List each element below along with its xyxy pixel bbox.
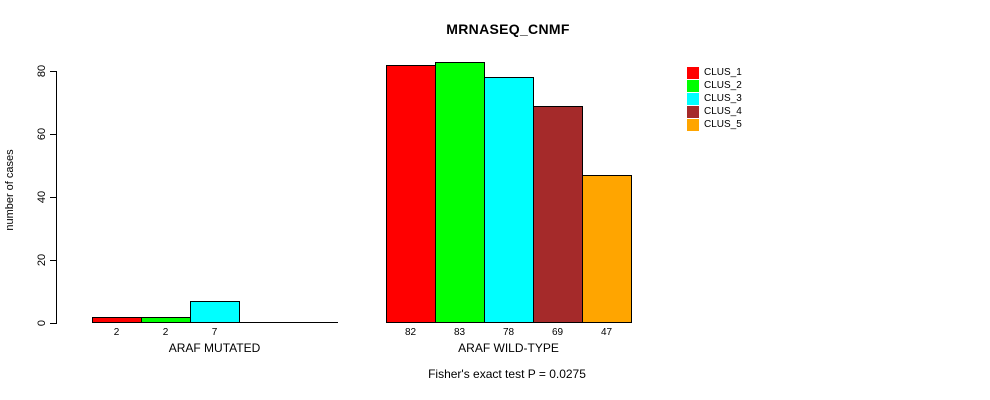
y-tick-mark — [50, 260, 56, 261]
legend-label: CLUS_4 — [704, 106, 742, 117]
bar-clus_2 — [435, 62, 485, 323]
bar-clus_3 — [484, 77, 534, 323]
legend-swatch-icon — [687, 105, 699, 118]
bar-value-label: 47 — [600, 327, 613, 338]
y-tick-label: 40 — [36, 190, 48, 204]
bar-value-label: 82 — [404, 327, 417, 338]
bar-value-label: 69 — [551, 327, 564, 338]
y-tick-mark — [50, 323, 56, 324]
y-tick-label: 60 — [36, 127, 48, 141]
fisher-test-caption: Fisher's exact test P = 0.0275 — [428, 367, 586, 381]
legend-swatch-icon — [687, 92, 699, 105]
bar-value-label: 7 — [211, 327, 218, 338]
legend-item-clus_1: CLUS_1 — [687, 66, 742, 79]
bar-clus_1 — [92, 317, 142, 323]
legend-label: CLUS_2 — [704, 80, 742, 91]
legend-swatch-icon — [687, 118, 699, 131]
legend-label: CLUS_5 — [704, 119, 742, 130]
y-tick-label: 0 — [36, 319, 48, 327]
legend-label: CLUS_1 — [704, 67, 742, 78]
bar-clus_1 — [386, 65, 436, 323]
bar-clus_5 — [582, 175, 632, 323]
legend-item-clus_4: CLUS_4 — [687, 105, 742, 118]
y-tick-mark — [50, 71, 56, 72]
bar-clus_2 — [141, 317, 191, 323]
y-tick-label: 20 — [36, 253, 48, 267]
bar-clus_3 — [190, 301, 240, 323]
y-tick-mark — [50, 197, 56, 198]
legend-item-clus_2: CLUS_2 — [687, 79, 742, 92]
legend: CLUS_1 CLUS_2 CLUS_3 CLUS_4 CLUS_5 — [687, 66, 742, 131]
legend-label: CLUS_3 — [704, 93, 742, 104]
bar-value-label: 2 — [113, 327, 120, 338]
x-group-label: ARAF WILD-TYPE — [458, 341, 559, 355]
y-tick-mark — [50, 134, 56, 135]
bar-value-label: 83 — [453, 327, 466, 338]
legend-swatch-icon — [687, 79, 699, 92]
y-axis-line — [56, 71, 57, 324]
bar-clus_4 — [533, 106, 583, 323]
chart-title: MRNASEQ_CNMF — [446, 21, 570, 37]
x-group-label: ARAF MUTATED — [168, 341, 261, 355]
bar-value-label: 78 — [502, 327, 515, 338]
legend-item-clus_3: CLUS_3 — [687, 92, 742, 105]
bar-value-label: 2 — [162, 327, 169, 338]
legend-swatch-icon — [687, 66, 699, 79]
legend-item-clus_5: CLUS_5 — [687, 118, 742, 131]
y-axis-title: number of cases — [4, 149, 16, 231]
y-tick-label: 80 — [36, 64, 48, 78]
